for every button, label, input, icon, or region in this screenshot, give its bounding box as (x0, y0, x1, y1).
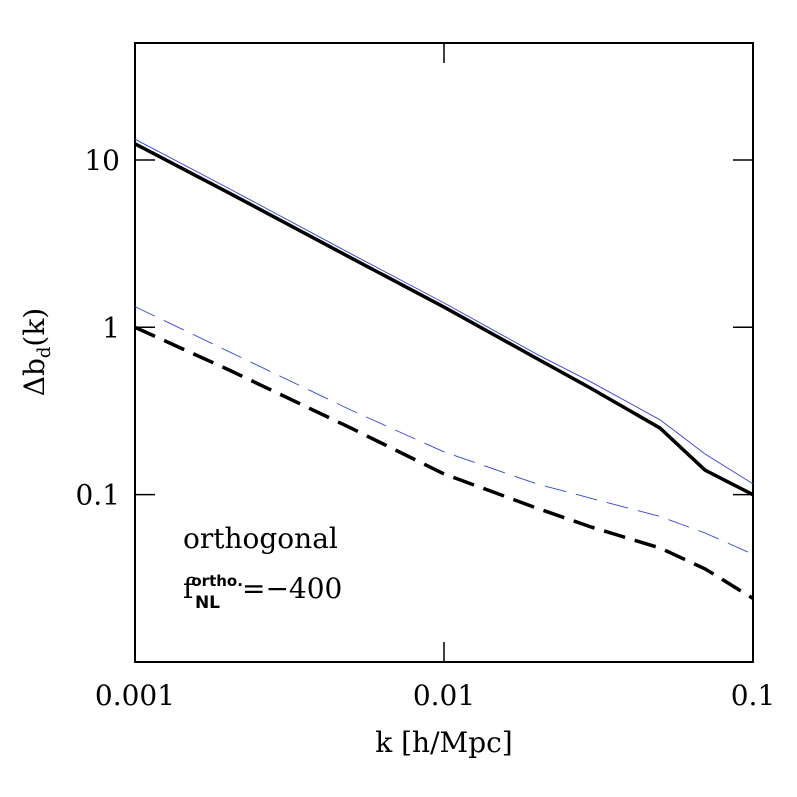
plot-frame (134, 42, 754, 663)
x-tick-label: 0.01 (413, 679, 475, 712)
x-axis-label: k [h/Mpc] (375, 726, 512, 759)
y-tick-label: 0.1 (75, 479, 120, 512)
series-line (134, 306, 754, 555)
y-axis-label: Δbd(k) (18, 308, 55, 397)
series-line (134, 138, 754, 485)
y-tick-label: 10 (84, 144, 120, 177)
x-tick-label: 0.001 (95, 679, 175, 712)
series-line (134, 325, 754, 600)
y-tick-label: 1 (102, 311, 120, 344)
annotation: orthogonal (183, 522, 338, 555)
x-tick-label: 0.1 (731, 679, 776, 712)
fnl-label: fortho. NL =−400 (183, 572, 342, 613)
series-line (134, 142, 754, 497)
